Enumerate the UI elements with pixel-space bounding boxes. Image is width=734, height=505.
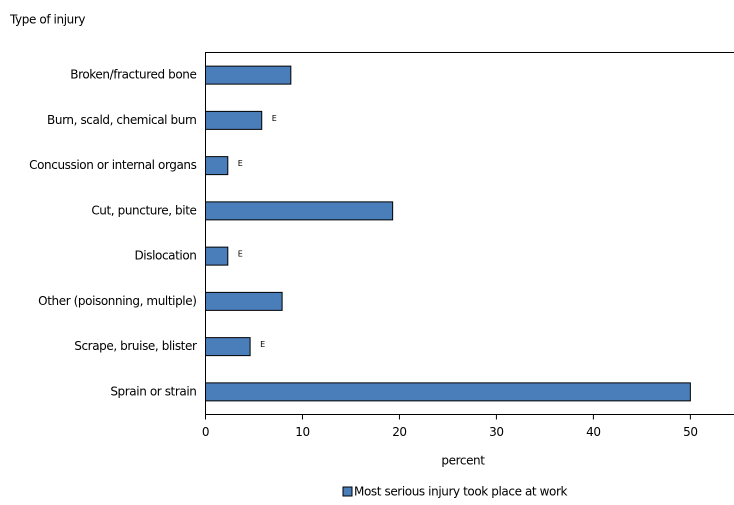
bar	[206, 383, 691, 401]
y-tick-label: Scrape, bruise, blister	[74, 339, 197, 353]
plot-frame	[206, 53, 734, 415]
annotation: E	[272, 114, 277, 123]
x-axis-title: percent	[441, 454, 485, 468]
x-tick-label: 40	[586, 425, 600, 439]
y-tick-label: Broken/fractured bone	[70, 68, 196, 82]
y-tick-label: Dislocation	[134, 249, 196, 263]
x-tick-label: 0	[202, 425, 209, 439]
legend-swatch	[343, 487, 352, 496]
x-tick-label: 20	[392, 425, 406, 439]
bar	[206, 292, 283, 310]
bar	[206, 66, 291, 84]
y-tick-label: Other (poisonning, multiple)	[38, 294, 196, 308]
bar	[206, 247, 228, 265]
bar	[206, 111, 262, 129]
annotation: E	[238, 159, 243, 168]
bar	[206, 202, 393, 220]
x-tick-label: 10	[295, 425, 309, 439]
x-tick-label: 30	[489, 425, 503, 439]
legend-label: Most serious injury took place at work	[354, 485, 568, 499]
bar	[206, 157, 228, 175]
annotation: E	[238, 250, 243, 259]
y-tick-label: Burn, scald, chemical burn	[47, 113, 196, 127]
annotation: E	[260, 340, 265, 349]
x-tick-label: 50	[683, 425, 697, 439]
y-tick-label: Sprain or strain	[110, 384, 196, 398]
y-axis-title: Type of injury	[9, 13, 85, 27]
y-tick-label: Cut, puncture, bite	[91, 203, 196, 217]
bar	[206, 338, 251, 356]
y-tick-label: Concussion or internal organs	[29, 158, 197, 172]
